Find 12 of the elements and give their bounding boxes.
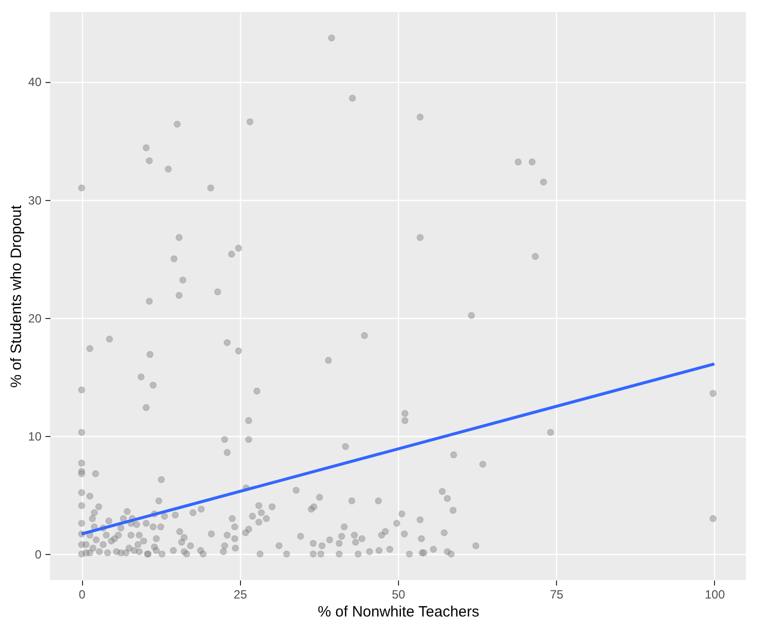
y-tick-label: 20 (28, 311, 42, 326)
y-tick-label: 30 (28, 193, 42, 208)
x-tick-label: 25 (234, 588, 248, 602)
x-axis-title: % of Nonwhite Teachers (318, 604, 480, 620)
y-axis-title: % of Students who Dropout (8, 204, 26, 388)
y-tick-label: 0 (34, 548, 42, 562)
x-tick-label: 100 (704, 588, 726, 602)
y-tick-label: 40 (28, 75, 42, 90)
x-tick-label: 0 (78, 588, 86, 602)
y-tick-label: 10 (28, 429, 42, 444)
x-tick-label: 50 (392, 588, 406, 602)
x-tick-label: 75 (550, 588, 564, 602)
